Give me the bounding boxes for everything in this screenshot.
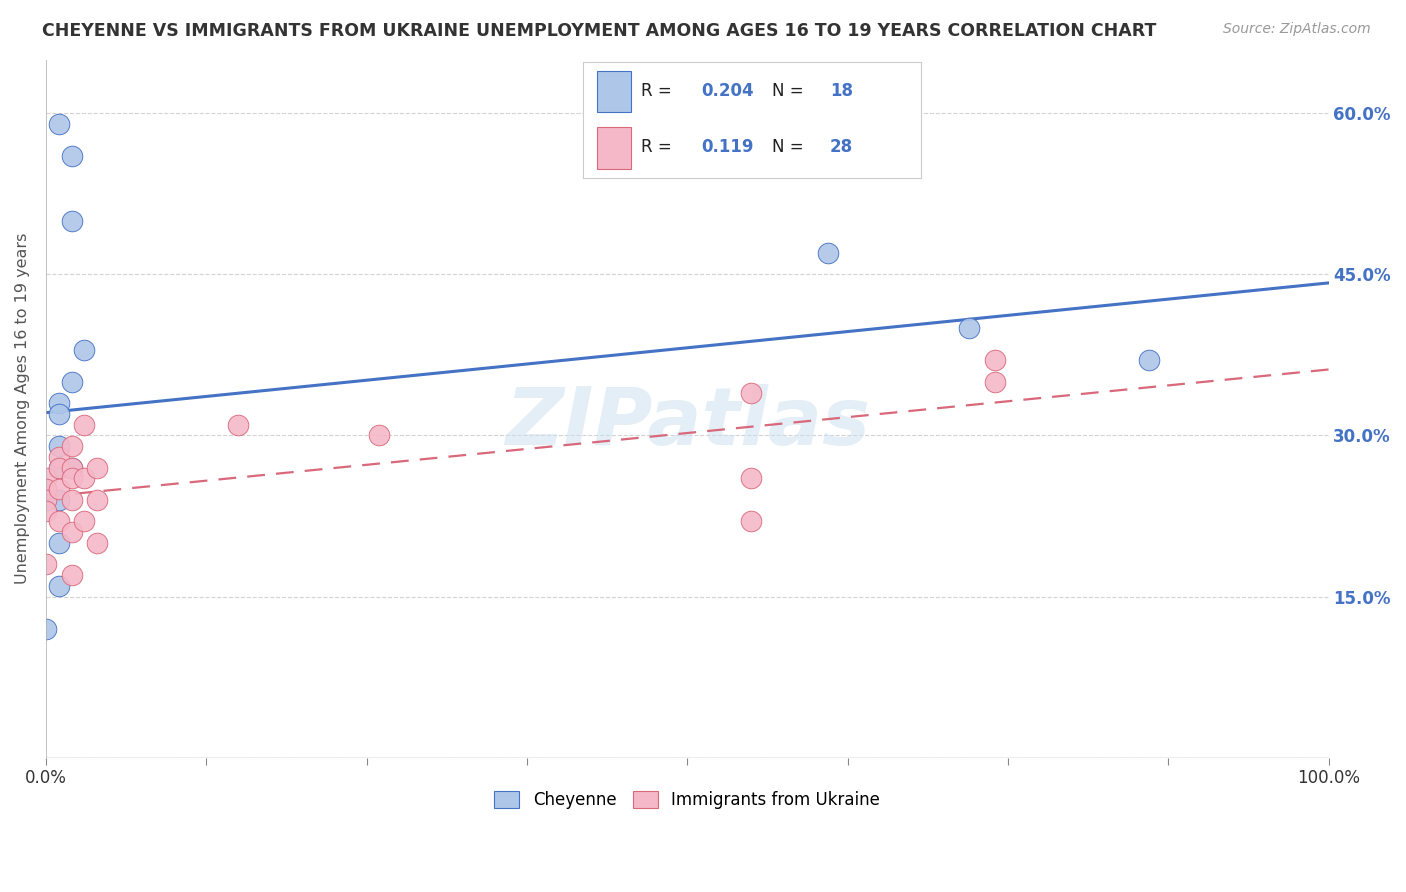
Point: [1137, 353, 1160, 368]
Point: [60, 492, 83, 507]
Point: [48, 117, 70, 131]
Point: [48, 396, 70, 410]
Point: [984, 375, 1007, 389]
Text: ZIPatlas: ZIPatlas: [505, 384, 870, 461]
Bar: [598, 70, 631, 112]
Text: 18: 18: [830, 82, 853, 101]
Point: [73, 417, 96, 432]
Point: [35, 622, 58, 636]
Text: R =: R =: [641, 138, 676, 156]
Point: [60, 375, 83, 389]
Text: R =: R =: [641, 82, 676, 101]
Point: [48, 407, 70, 421]
Point: [48, 579, 70, 593]
Point: [86, 460, 108, 475]
Y-axis label: Unemployment Among Ages 16 to 19 years: Unemployment Among Ages 16 to 19 years: [15, 233, 30, 584]
Point: [740, 471, 762, 485]
Point: [48, 450, 70, 464]
Point: [228, 417, 250, 432]
Point: [35, 492, 58, 507]
Point: [86, 492, 108, 507]
Point: [35, 482, 58, 496]
Point: [957, 321, 980, 335]
Point: [60, 525, 83, 540]
Point: [48, 460, 70, 475]
Point: [984, 353, 1007, 368]
Point: [48, 492, 70, 507]
Point: [60, 213, 83, 227]
Point: [48, 482, 70, 496]
Point: [86, 536, 108, 550]
Point: [35, 503, 58, 517]
Point: [740, 385, 762, 400]
Point: [48, 439, 70, 453]
Legend: Cheyenne, Immigrants from Ukraine: Cheyenne, Immigrants from Ukraine: [488, 784, 887, 815]
Point: [35, 558, 58, 572]
Point: [48, 515, 70, 529]
Text: Source: ZipAtlas.com: Source: ZipAtlas.com: [1223, 22, 1371, 37]
Point: [60, 460, 83, 475]
Point: [60, 149, 83, 163]
Text: N =: N =: [772, 82, 810, 101]
Point: [73, 515, 96, 529]
Point: [368, 428, 391, 442]
Point: [48, 460, 70, 475]
Point: [35, 471, 58, 485]
Point: [60, 471, 83, 485]
Text: 0.204: 0.204: [702, 82, 754, 101]
Point: [817, 246, 839, 260]
Text: N =: N =: [772, 138, 810, 156]
Text: 0.119: 0.119: [702, 138, 754, 156]
Point: [35, 482, 58, 496]
Point: [60, 460, 83, 475]
Point: [740, 515, 762, 529]
Bar: [598, 128, 631, 169]
Text: CHEYENNE VS IMMIGRANTS FROM UKRAINE UNEMPLOYMENT AMONG AGES 16 TO 19 YEARS CORRE: CHEYENNE VS IMMIGRANTS FROM UKRAINE UNEM…: [42, 22, 1157, 40]
Text: 28: 28: [830, 138, 853, 156]
Point: [60, 439, 83, 453]
Point: [48, 536, 70, 550]
Point: [73, 471, 96, 485]
Point: [60, 568, 83, 582]
Point: [73, 343, 96, 357]
